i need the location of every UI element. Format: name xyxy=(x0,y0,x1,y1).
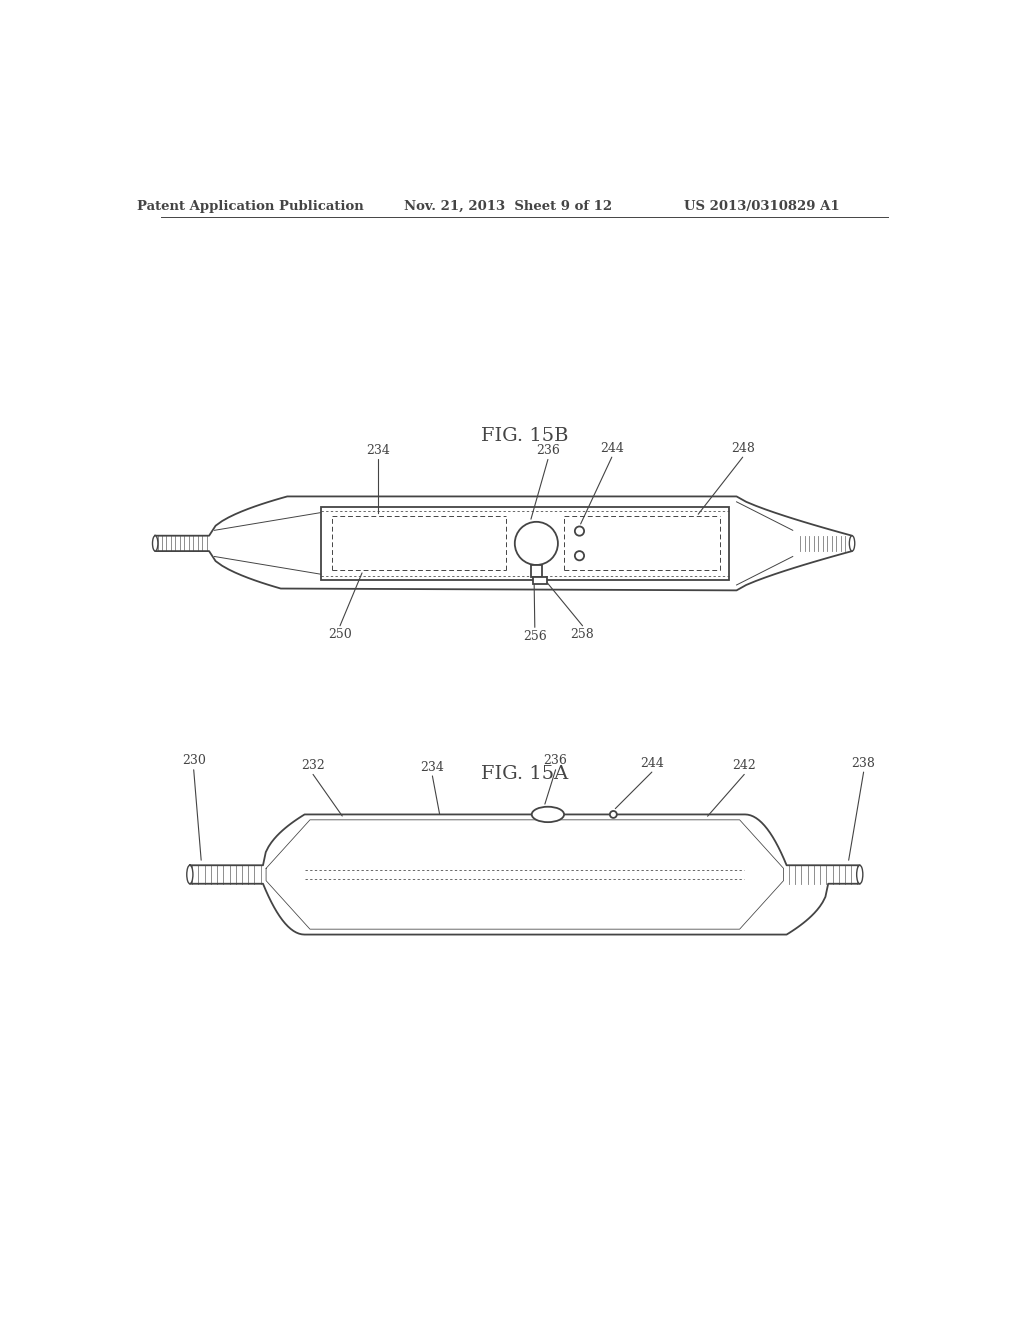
Text: 230: 230 xyxy=(182,755,206,767)
Ellipse shape xyxy=(531,807,564,822)
Text: 238: 238 xyxy=(852,756,876,770)
Text: FIG. 15A: FIG. 15A xyxy=(481,766,568,783)
Text: 258: 258 xyxy=(570,628,594,642)
Text: 256: 256 xyxy=(523,630,547,643)
Ellipse shape xyxy=(153,536,158,552)
Ellipse shape xyxy=(610,810,616,818)
Text: 236: 236 xyxy=(536,444,560,457)
Text: US 2013/0310829 A1: US 2013/0310829 A1 xyxy=(684,199,840,213)
Bar xyxy=(530,565,542,577)
Text: 234: 234 xyxy=(421,760,444,774)
Ellipse shape xyxy=(849,536,855,552)
Text: 244: 244 xyxy=(640,756,664,770)
Text: 244: 244 xyxy=(600,442,624,455)
Text: FIG. 15B: FIG. 15B xyxy=(481,426,568,445)
Bar xyxy=(321,507,729,579)
Text: 234: 234 xyxy=(367,444,390,457)
Ellipse shape xyxy=(186,866,193,884)
Text: 242: 242 xyxy=(732,759,756,772)
Text: 250: 250 xyxy=(328,628,352,642)
Text: Patent Application Publication: Patent Application Publication xyxy=(136,199,364,213)
Bar xyxy=(534,577,547,585)
Text: 236: 236 xyxy=(544,755,567,767)
Ellipse shape xyxy=(857,866,863,884)
Text: Nov. 21, 2013  Sheet 9 of 12: Nov. 21, 2013 Sheet 9 of 12 xyxy=(403,199,612,213)
Text: 248: 248 xyxy=(731,442,755,455)
Text: 232: 232 xyxy=(301,759,325,772)
